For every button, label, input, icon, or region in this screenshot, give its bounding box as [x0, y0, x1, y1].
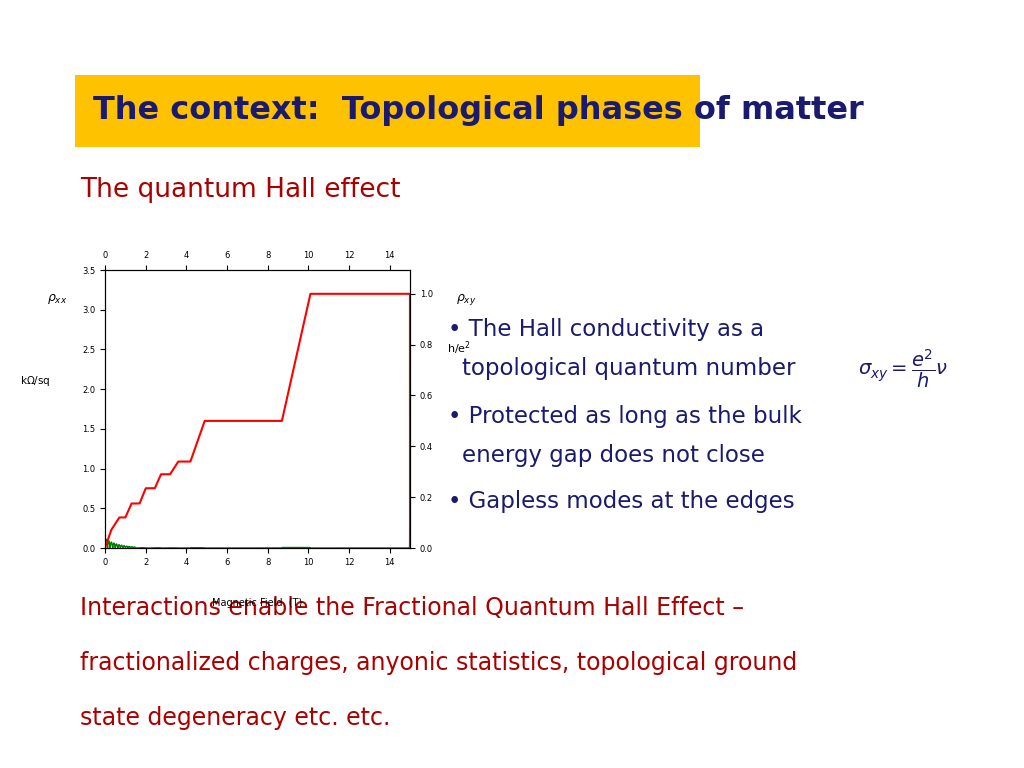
Text: h/e$^2$: h/e$^2$	[446, 339, 470, 356]
Text: fractionalized charges, anyonic statistics, topological ground: fractionalized charges, anyonic statisti…	[80, 651, 798, 675]
Text: The context:  Topological phases of matter: The context: Topological phases of matte…	[93, 95, 864, 127]
Text: $\rho_{xx}$: $\rho_{xx}$	[47, 293, 68, 306]
Text: state degeneracy etc. etc.: state degeneracy etc. etc.	[80, 706, 390, 730]
Text: Interactions enable the Fractional Quantum Hall Effect –: Interactions enable the Fractional Quant…	[80, 596, 744, 620]
Text: $\sigma_{xy}=\dfrac{e^2}{h}\nu$: $\sigma_{xy}=\dfrac{e^2}{h}\nu$	[858, 347, 948, 390]
Text: The quantum Hall effect: The quantum Hall effect	[80, 177, 400, 203]
Text: • The Hall conductivity as a: • The Hall conductivity as a	[449, 318, 764, 341]
Text: k$\Omega$/sq: k$\Omega$/sq	[19, 374, 50, 388]
Text: energy gap does not close: energy gap does not close	[462, 444, 765, 467]
Text: $\rho_{xy}$: $\rho_{xy}$	[456, 293, 476, 307]
X-axis label: Magnetic Field  (T): Magnetic Field (T)	[212, 598, 303, 608]
Text: topological quantum number: topological quantum number	[462, 357, 796, 380]
Text: • Protected as long as the bulk: • Protected as long as the bulk	[449, 405, 802, 428]
Text: • Gapless modes at the edges: • Gapless modes at the edges	[449, 490, 795, 513]
Bar	[75, 75, 700, 147]
